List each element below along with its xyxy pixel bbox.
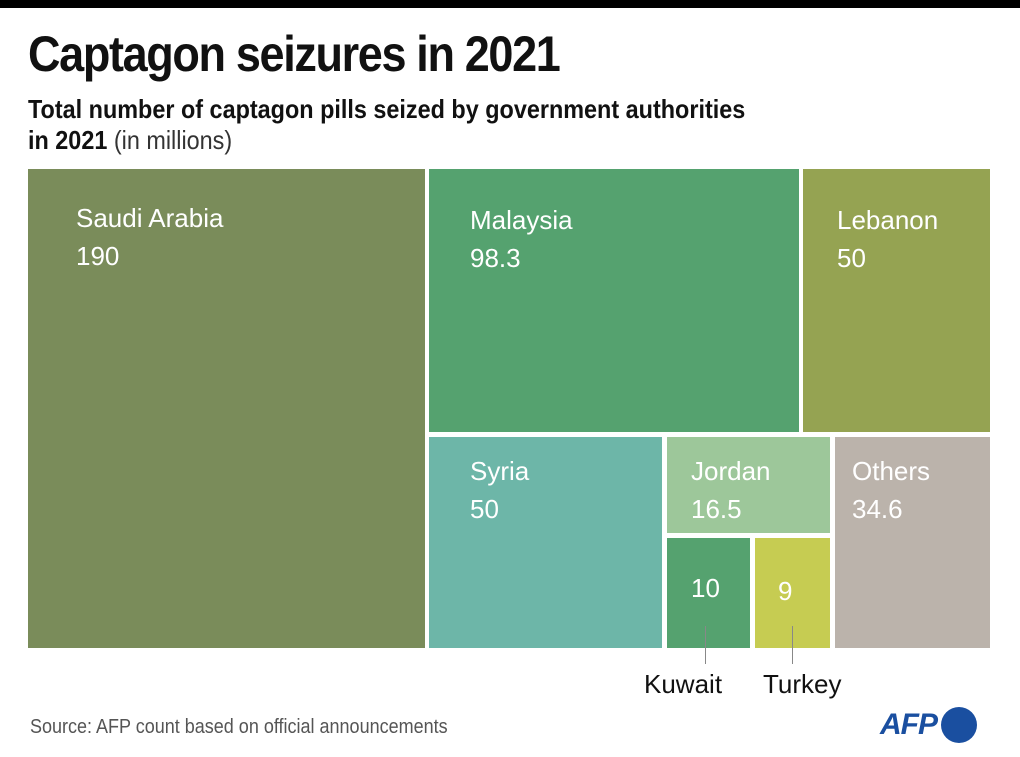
treemap-cell-others: Others 34.6 [835,437,990,648]
cell-name: Malaysia [470,205,573,235]
cell-value: 98.3 [470,243,521,273]
cell-label-malaysia: Malaysia 98.3 [470,205,573,273]
cell-value: 34.6 [852,494,903,524]
subtitle-year: in 2021 [28,125,108,155]
cell-value: 10 [691,573,720,603]
cell-label-saudi-arabia: Saudi Arabia 190 [76,203,223,271]
chart-subtitle: Total number of captagon pills seized by… [28,94,928,156]
afp-logo-text: AFP [880,708,938,741]
cell-label-lebanon: Lebanon 50 [837,205,938,273]
afp-logo-dot-icon [941,707,977,743]
leader-line-kuwait [705,626,706,664]
cell-value: 50 [837,243,866,273]
source-note: Source: AFP count based on official anno… [30,716,448,738]
treemap-cell-saudi-arabia: Saudi Arabia 190 [28,169,425,648]
cell-name: Others [852,456,931,486]
cell-label-syria: Syria 50 [470,456,529,524]
cell-label-jordan: Jordan 16.5 [691,456,771,524]
subtitle-unit: (in millions) [107,125,233,155]
cell-name: Jordan [691,456,771,486]
cell-value: 9 [778,576,793,606]
treemap-cell-jordan: Jordan 16.5 [667,437,830,533]
external-label-kuwait: Kuwait [644,669,723,699]
cell-name: Saudi Arabia [76,203,224,233]
afp-logo: AFP [880,705,977,745]
cell-value: 190 [76,241,120,271]
treemap-cell-turkey: 9 [755,538,830,648]
treemap-cell-kuwait: 10 [667,538,750,648]
treemap-cell-lebanon: Lebanon 50 [803,169,990,432]
leader-line-turkey [792,626,793,664]
cell-label-turkey: 9 [778,576,792,606]
external-label-turkey: Turkey [763,669,842,699]
cell-value: 16.5 [691,494,742,524]
top-rule [0,0,1020,8]
chart-title: Captagon seizures in 2021 [28,26,561,82]
treemap-cell-malaysia: Malaysia 98.3 [429,169,799,432]
cell-value: 50 [470,494,499,524]
cell-label-kuwait: 10 [691,573,720,603]
cell-name: Syria [470,456,530,486]
cell-label-others: Others 34.6 [852,456,930,524]
cell-name: Lebanon [837,205,939,235]
subtitle-line-1: Total number of captagon pills seized by… [28,94,746,124]
treemap-cell-syria: Syria 50 [429,437,662,648]
